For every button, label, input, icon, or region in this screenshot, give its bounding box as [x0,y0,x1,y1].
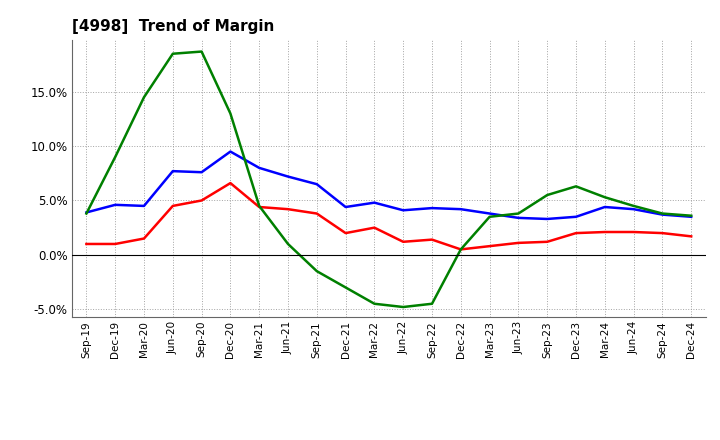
Operating Cashflow [658,211,667,216]
Operating Cashflow [600,194,609,200]
Operating Cashflow [168,51,177,56]
Operating Cashflow [629,203,638,209]
Ordinary Income [572,214,580,220]
Net Income [197,198,206,203]
Ordinary Income [629,206,638,212]
Operating Cashflow [543,192,552,198]
Line: Net Income: Net Income [86,183,691,249]
Ordinary Income [658,212,667,217]
Net Income [140,236,148,241]
Net Income [600,229,609,235]
Ordinary Income [140,203,148,209]
Ordinary Income [514,215,523,220]
Operating Cashflow [456,247,465,252]
Operating Cashflow [687,213,696,218]
Ordinary Income [456,206,465,212]
Net Income [168,203,177,209]
Operating Cashflow [197,49,206,54]
Net Income [226,180,235,186]
Ordinary Income [485,211,494,216]
Operating Cashflow [341,285,350,290]
Operating Cashflow [312,268,321,274]
Net Income [370,225,379,230]
Operating Cashflow [572,184,580,189]
Ordinary Income [168,169,177,174]
Net Income [485,243,494,249]
Ordinary Income [341,204,350,209]
Line: Operating Cashflow: Operating Cashflow [86,51,691,307]
Ordinary Income [284,174,292,179]
Ordinary Income [428,205,436,211]
Operating Cashflow [284,241,292,246]
Net Income [428,237,436,242]
Net Income [456,247,465,252]
Net Income [82,241,91,246]
Text: [4998]  Trend of Margin: [4998] Trend of Margin [72,19,274,34]
Net Income [312,211,321,216]
Net Income [658,231,667,236]
Operating Cashflow [111,154,120,160]
Operating Cashflow [370,301,379,306]
Ordinary Income [543,216,552,222]
Net Income [111,241,120,246]
Operating Cashflow [255,203,264,209]
Operating Cashflow [428,301,436,306]
Net Income [341,231,350,236]
Operating Cashflow [82,211,91,216]
Ordinary Income [111,202,120,208]
Net Income [543,239,552,245]
Net Income [399,239,408,245]
Operating Cashflow [514,211,523,216]
Ordinary Income [82,210,91,215]
Ordinary Income [370,200,379,205]
Line: Ordinary Income: Ordinary Income [86,151,691,219]
Operating Cashflow [226,111,235,116]
Ordinary Income [226,149,235,154]
Net Income [629,229,638,235]
Ordinary Income [197,169,206,175]
Operating Cashflow [485,214,494,220]
Net Income [255,204,264,209]
Net Income [284,206,292,212]
Ordinary Income [255,165,264,171]
Ordinary Income [312,182,321,187]
Net Income [514,240,523,246]
Ordinary Income [399,208,408,213]
Net Income [572,231,580,236]
Operating Cashflow [399,304,408,310]
Ordinary Income [600,204,609,209]
Net Income [687,234,696,239]
Operating Cashflow [140,95,148,100]
Ordinary Income [687,214,696,220]
